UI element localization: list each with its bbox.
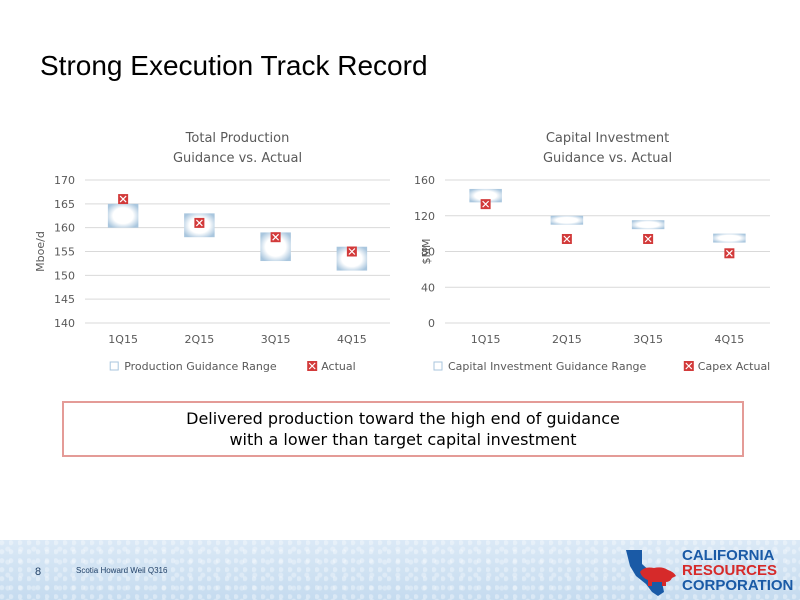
legend-swatch-range xyxy=(433,361,443,371)
range-bar xyxy=(107,203,139,228)
x-tick-label: 2Q15 xyxy=(185,333,215,346)
footer-text: Scotia Howard Weil Q316 xyxy=(76,566,168,575)
chart-title: Total Production xyxy=(185,131,290,146)
range-bar xyxy=(550,215,584,225)
x-tick-label: 1Q15 xyxy=(108,333,138,346)
actual-marker-x xyxy=(272,233,280,241)
range-bar xyxy=(713,233,746,243)
y-tick-label: 40 xyxy=(421,281,435,294)
company-logo: CALIFORNIA RESOURCES CORPORATION xyxy=(622,547,794,598)
x-tick-label: 3Q15 xyxy=(261,333,291,346)
callout-box: Delivered production toward the high end… xyxy=(62,401,744,457)
legend-swatch-marker-x xyxy=(308,362,316,370)
y-tick-label: 160 xyxy=(54,222,75,235)
logo-line-1: CALIFORNIA xyxy=(682,547,775,564)
capital-investment-chart: Capital Investment Guidance vs. Actual 0 40… xyxy=(414,131,770,373)
y-tick-label: 120 xyxy=(414,210,435,223)
range-bar xyxy=(631,220,665,230)
chart-subtitle: Guidance vs. Actual xyxy=(543,151,672,166)
y-tick-label: 0 xyxy=(428,317,435,330)
callout-line-1: Delivered production toward the high end… xyxy=(186,409,620,428)
page-number: 8 xyxy=(35,566,42,578)
slide-title: Strong Execution Track Record xyxy=(40,50,428,81)
actual-marker-x xyxy=(725,249,733,257)
y-tick-label: 145 xyxy=(54,293,75,306)
x-tick-label: 4Q15 xyxy=(715,333,745,346)
legend-label: Capex Actual xyxy=(698,360,770,373)
actual-marker-x xyxy=(644,235,652,243)
chart-subtitle: Guidance vs. Actual xyxy=(173,151,302,166)
actual-marker-x xyxy=(482,200,490,208)
logo-line-3: CORPORATION xyxy=(682,577,794,594)
legend-label: Capital Investment Guidance Range xyxy=(448,360,647,373)
california-bear-logo-icon xyxy=(626,550,676,596)
callout-line-2: with a lower than target capital investm… xyxy=(229,430,577,449)
chart-title: Capital Investment xyxy=(546,131,669,146)
y-tick-label: 140 xyxy=(54,317,75,330)
x-tick-label: 2Q15 xyxy=(552,333,582,346)
x-tick-label: 1Q15 xyxy=(471,333,501,346)
y-tick-label: 160 xyxy=(414,174,435,187)
legend-label: Actual xyxy=(321,360,355,373)
legend-swatch-range xyxy=(109,361,119,371)
y-axis-label: $MM xyxy=(420,239,433,265)
y-tick-label: 80 xyxy=(421,246,435,259)
production-chart: Total Production Guidance vs. Actual 140 14… xyxy=(34,131,390,373)
legend-swatch-marker-x xyxy=(685,362,693,370)
actual-marker-x xyxy=(563,235,571,243)
logo-line-2: RESOURCES xyxy=(682,562,778,579)
y-tick-label: 150 xyxy=(54,269,75,282)
actual-marker-x xyxy=(195,219,203,227)
y-tick-label: 165 xyxy=(54,198,75,211)
range-bar xyxy=(469,188,502,203)
x-tick-label: 3Q15 xyxy=(633,333,663,346)
actual-marker-x xyxy=(348,248,356,255)
y-tick-label: 170 xyxy=(54,174,75,187)
y-axis-label: Mboe/d xyxy=(34,231,47,272)
range-bar xyxy=(336,246,368,271)
x-tick-label: 4Q15 xyxy=(337,333,367,346)
actual-marker-x xyxy=(119,195,127,203)
legend-label: Production Guidance Range xyxy=(124,360,277,373)
y-tick-label: 155 xyxy=(54,246,75,259)
